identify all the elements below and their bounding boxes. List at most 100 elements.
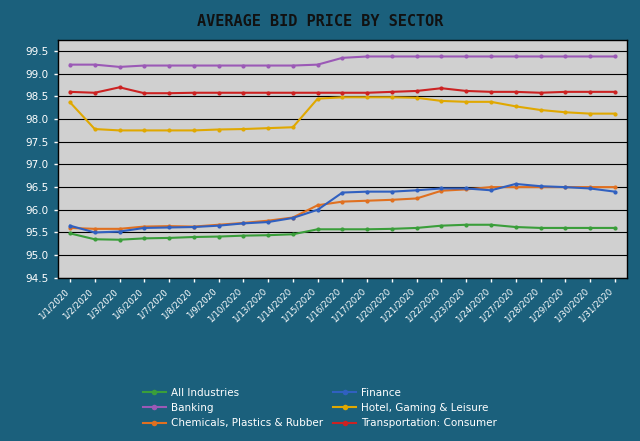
Transportation: Consumer: (11, 98.6): Consumer: (11, 98.6) bbox=[339, 90, 346, 95]
Banking bbox=[190, 63, 198, 68]
Chemicals, Plastics & Rubber bbox=[537, 184, 545, 190]
Transportation: Consumer: (13, 98.6): Consumer: (13, 98.6) bbox=[388, 89, 396, 94]
Finance bbox=[512, 181, 520, 187]
Banking bbox=[215, 63, 223, 68]
Chemicals, Plastics & Rubber bbox=[586, 184, 594, 190]
Transportation: Consumer: (7, 98.6): Consumer: (7, 98.6) bbox=[239, 90, 247, 95]
Chemicals, Plastics & Rubber bbox=[561, 184, 569, 190]
Hotel, Gaming & Leisure bbox=[512, 104, 520, 109]
All Industries bbox=[611, 225, 619, 231]
All Industries bbox=[438, 223, 445, 228]
Transportation: Consumer: (14, 98.6): Consumer: (14, 98.6) bbox=[413, 88, 420, 93]
Finance bbox=[339, 190, 346, 195]
Banking bbox=[388, 54, 396, 59]
All Industries bbox=[339, 227, 346, 232]
Line: Transportation: Consumer: Transportation: Consumer bbox=[68, 85, 617, 95]
Banking bbox=[413, 54, 420, 59]
Hotel, Gaming & Leisure bbox=[140, 128, 148, 133]
Finance bbox=[116, 229, 124, 234]
Banking bbox=[264, 63, 272, 68]
All Industries bbox=[413, 225, 420, 231]
Chemicals, Plastics & Rubber bbox=[314, 202, 321, 208]
All Industries bbox=[91, 237, 99, 242]
Finance bbox=[264, 219, 272, 224]
All Industries bbox=[561, 225, 569, 231]
Chemicals, Plastics & Rubber bbox=[364, 198, 371, 203]
Transportation: Consumer: (5, 98.6): Consumer: (5, 98.6) bbox=[190, 90, 198, 95]
Chemicals, Plastics & Rubber bbox=[215, 222, 223, 228]
Chemicals, Plastics & Rubber bbox=[264, 218, 272, 223]
All Industries bbox=[512, 224, 520, 230]
All Industries bbox=[314, 227, 321, 232]
Chemicals, Plastics & Rubber bbox=[66, 225, 74, 231]
Chemicals, Plastics & Rubber bbox=[289, 215, 297, 220]
Hotel, Gaming & Leisure bbox=[165, 128, 173, 133]
Chemicals, Plastics & Rubber bbox=[239, 220, 247, 226]
Finance bbox=[140, 225, 148, 231]
All Industries bbox=[388, 226, 396, 232]
Text: AVERAGE BID PRICE BY SECTOR: AVERAGE BID PRICE BY SECTOR bbox=[197, 14, 443, 30]
Transportation: Consumer: (10, 98.6): Consumer: (10, 98.6) bbox=[314, 90, 321, 95]
Transportation: Consumer: (0, 98.6): Consumer: (0, 98.6) bbox=[66, 89, 74, 94]
Transportation: Consumer: (20, 98.6): Consumer: (20, 98.6) bbox=[561, 89, 569, 94]
Chemicals, Plastics & Rubber bbox=[462, 187, 470, 192]
Transportation: Consumer: (9, 98.6): Consumer: (9, 98.6) bbox=[289, 90, 297, 95]
Hotel, Gaming & Leisure bbox=[116, 128, 124, 133]
Hotel, Gaming & Leisure bbox=[314, 96, 321, 101]
Line: Banking: Banking bbox=[68, 54, 617, 69]
All Industries bbox=[215, 234, 223, 239]
Transportation: Consumer: (4, 98.6): Consumer: (4, 98.6) bbox=[165, 90, 173, 96]
Line: Chemicals, Plastics & Rubber: Chemicals, Plastics & Rubber bbox=[68, 185, 617, 231]
Finance bbox=[487, 187, 495, 193]
Hotel, Gaming & Leisure bbox=[487, 99, 495, 105]
Finance bbox=[215, 223, 223, 228]
Finance bbox=[165, 225, 173, 230]
Banking bbox=[462, 54, 470, 59]
Hotel, Gaming & Leisure bbox=[91, 127, 99, 132]
Finance bbox=[289, 215, 297, 220]
Banking bbox=[239, 63, 247, 68]
Transportation: Consumer: (21, 98.6): Consumer: (21, 98.6) bbox=[586, 89, 594, 94]
Banking bbox=[91, 62, 99, 67]
Banking bbox=[561, 54, 569, 59]
Finance bbox=[561, 184, 569, 190]
Hotel, Gaming & Leisure bbox=[66, 100, 74, 105]
All Industries bbox=[165, 235, 173, 240]
Finance bbox=[537, 183, 545, 189]
Banking bbox=[611, 54, 619, 59]
All Industries bbox=[264, 232, 272, 238]
All Industries bbox=[487, 222, 495, 228]
Finance bbox=[586, 186, 594, 191]
Hotel, Gaming & Leisure bbox=[289, 125, 297, 130]
Transportation: Consumer: (12, 98.6): Consumer: (12, 98.6) bbox=[364, 90, 371, 95]
Chemicals, Plastics & Rubber bbox=[413, 196, 420, 201]
Finance bbox=[66, 223, 74, 228]
Banking bbox=[339, 55, 346, 60]
All Industries bbox=[364, 227, 371, 232]
Banking bbox=[487, 54, 495, 59]
Transportation: Consumer: (6, 98.6): Consumer: (6, 98.6) bbox=[215, 90, 223, 95]
All Industries bbox=[140, 236, 148, 241]
Hotel, Gaming & Leisure bbox=[339, 95, 346, 100]
Finance bbox=[611, 189, 619, 194]
Banking bbox=[66, 62, 74, 67]
Banking bbox=[165, 63, 173, 68]
Hotel, Gaming & Leisure bbox=[438, 98, 445, 104]
Finance bbox=[413, 187, 420, 193]
Banking bbox=[586, 54, 594, 59]
Chemicals, Plastics & Rubber bbox=[339, 199, 346, 204]
Transportation: Consumer: (8, 98.6): Consumer: (8, 98.6) bbox=[264, 90, 272, 95]
Chemicals, Plastics & Rubber bbox=[165, 224, 173, 229]
Banking bbox=[140, 63, 148, 68]
Banking bbox=[314, 62, 321, 67]
Finance bbox=[91, 230, 99, 235]
Chemicals, Plastics & Rubber bbox=[438, 188, 445, 194]
Hotel, Gaming & Leisure bbox=[586, 111, 594, 116]
Hotel, Gaming & Leisure bbox=[413, 95, 420, 101]
Finance bbox=[438, 186, 445, 191]
Line: Hotel, Gaming & Leisure: Hotel, Gaming & Leisure bbox=[68, 95, 617, 132]
Hotel, Gaming & Leisure bbox=[388, 95, 396, 100]
Transportation: Consumer: (16, 98.6): Consumer: (16, 98.6) bbox=[462, 88, 470, 93]
Banking bbox=[512, 54, 520, 59]
Chemicals, Plastics & Rubber bbox=[91, 226, 99, 232]
